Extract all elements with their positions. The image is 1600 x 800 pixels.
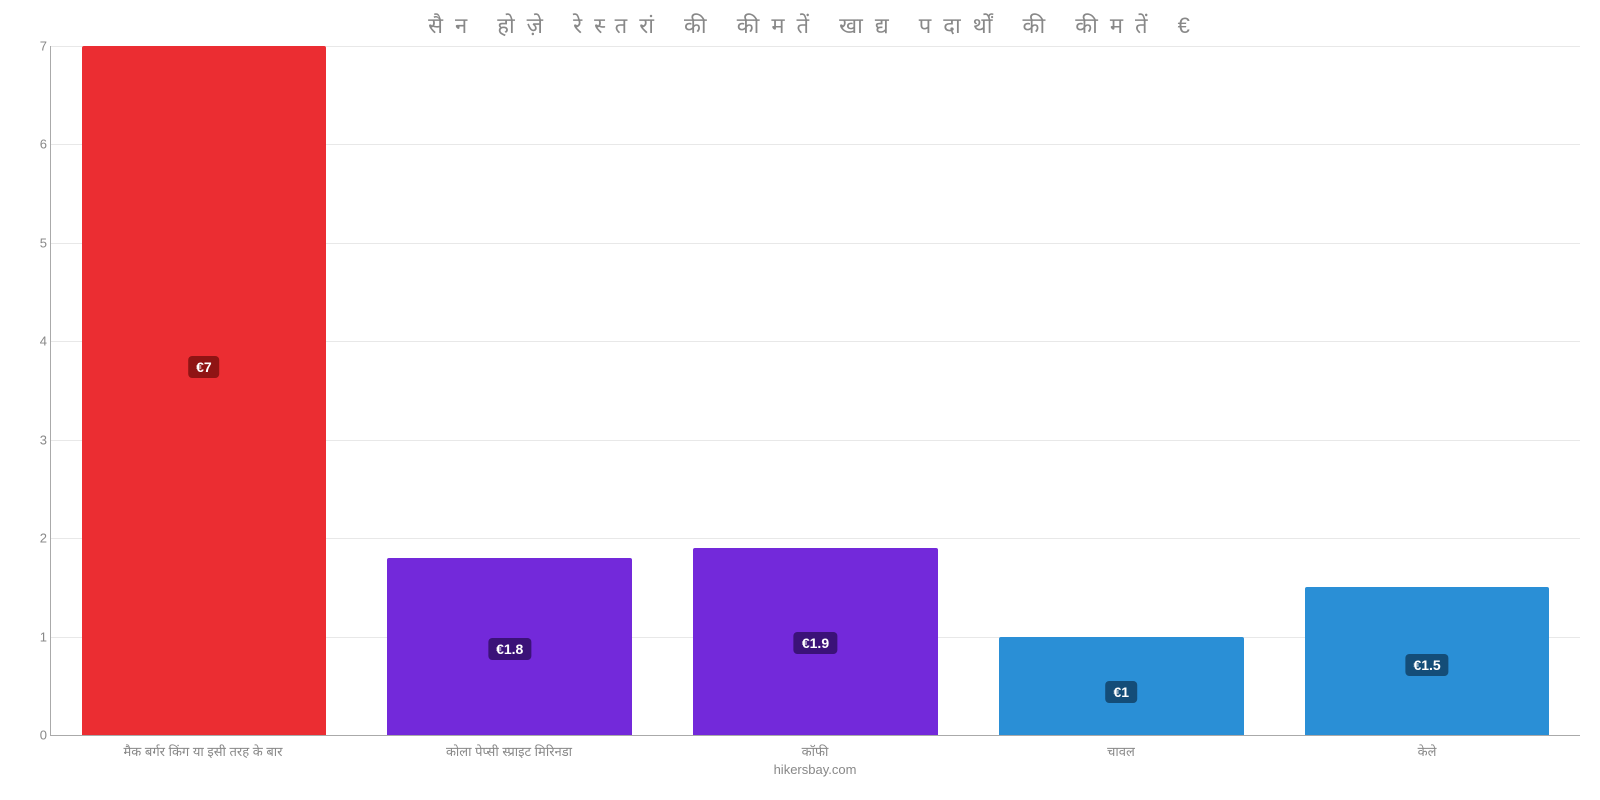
x-label: मैक बर्गर किंग या इसी तरह के बार [50, 742, 356, 760]
bar-slot: €1.9 [663, 46, 969, 735]
bar: €1.8 [387, 558, 632, 735]
bars-layer: €7 €1.8 €1.9 €1 €1.5 [51, 46, 1580, 735]
x-label: केले [1274, 742, 1580, 760]
source-caption: hikersbay.com [50, 762, 1580, 777]
x-axis-labels: मैक बर्गर किंग या इसी तरह के बारकोला पेप… [50, 742, 1580, 760]
bar: €7 [82, 46, 327, 735]
value-badge: €1.8 [488, 638, 531, 660]
y-tick: 4 [19, 334, 47, 349]
y-tick: 3 [19, 432, 47, 447]
x-label: चावल [968, 742, 1274, 760]
bar-slot: €1.5 [1274, 46, 1580, 735]
y-tick: 5 [19, 235, 47, 250]
bar: €1.9 [693, 548, 938, 735]
value-badge: €1.9 [794, 632, 837, 654]
chart-container: सैन होज़े रेस्तरां की कीमतें खाद्य पदार्… [0, 0, 1600, 800]
bar: €1 [999, 637, 1244, 735]
bar-slot: €1.8 [357, 46, 663, 735]
y-tick: 7 [19, 39, 47, 54]
x-label: कोला पेप्सी स्प्राइट मिरिनडा [356, 742, 662, 760]
y-tick: 1 [19, 629, 47, 644]
bar-slot: €1 [968, 46, 1274, 735]
bar-slot: €7 [51, 46, 357, 735]
chart-title: सैन होज़े रेस्तरां की कीमतें खाद्य पदार्… [50, 10, 1580, 40]
value-badge: €1.5 [1405, 654, 1448, 676]
y-tick: 6 [19, 137, 47, 152]
y-tick: 2 [19, 531, 47, 546]
bar: €1.5 [1305, 587, 1550, 735]
x-label: कॉफी [662, 742, 968, 760]
plot-area: €7€1.8€1.9€1€1.5 01234567 [50, 46, 1580, 736]
value-badge: €1 [1105, 681, 1137, 703]
y-tick: 0 [19, 728, 47, 743]
value-badge: €7 [188, 356, 220, 378]
